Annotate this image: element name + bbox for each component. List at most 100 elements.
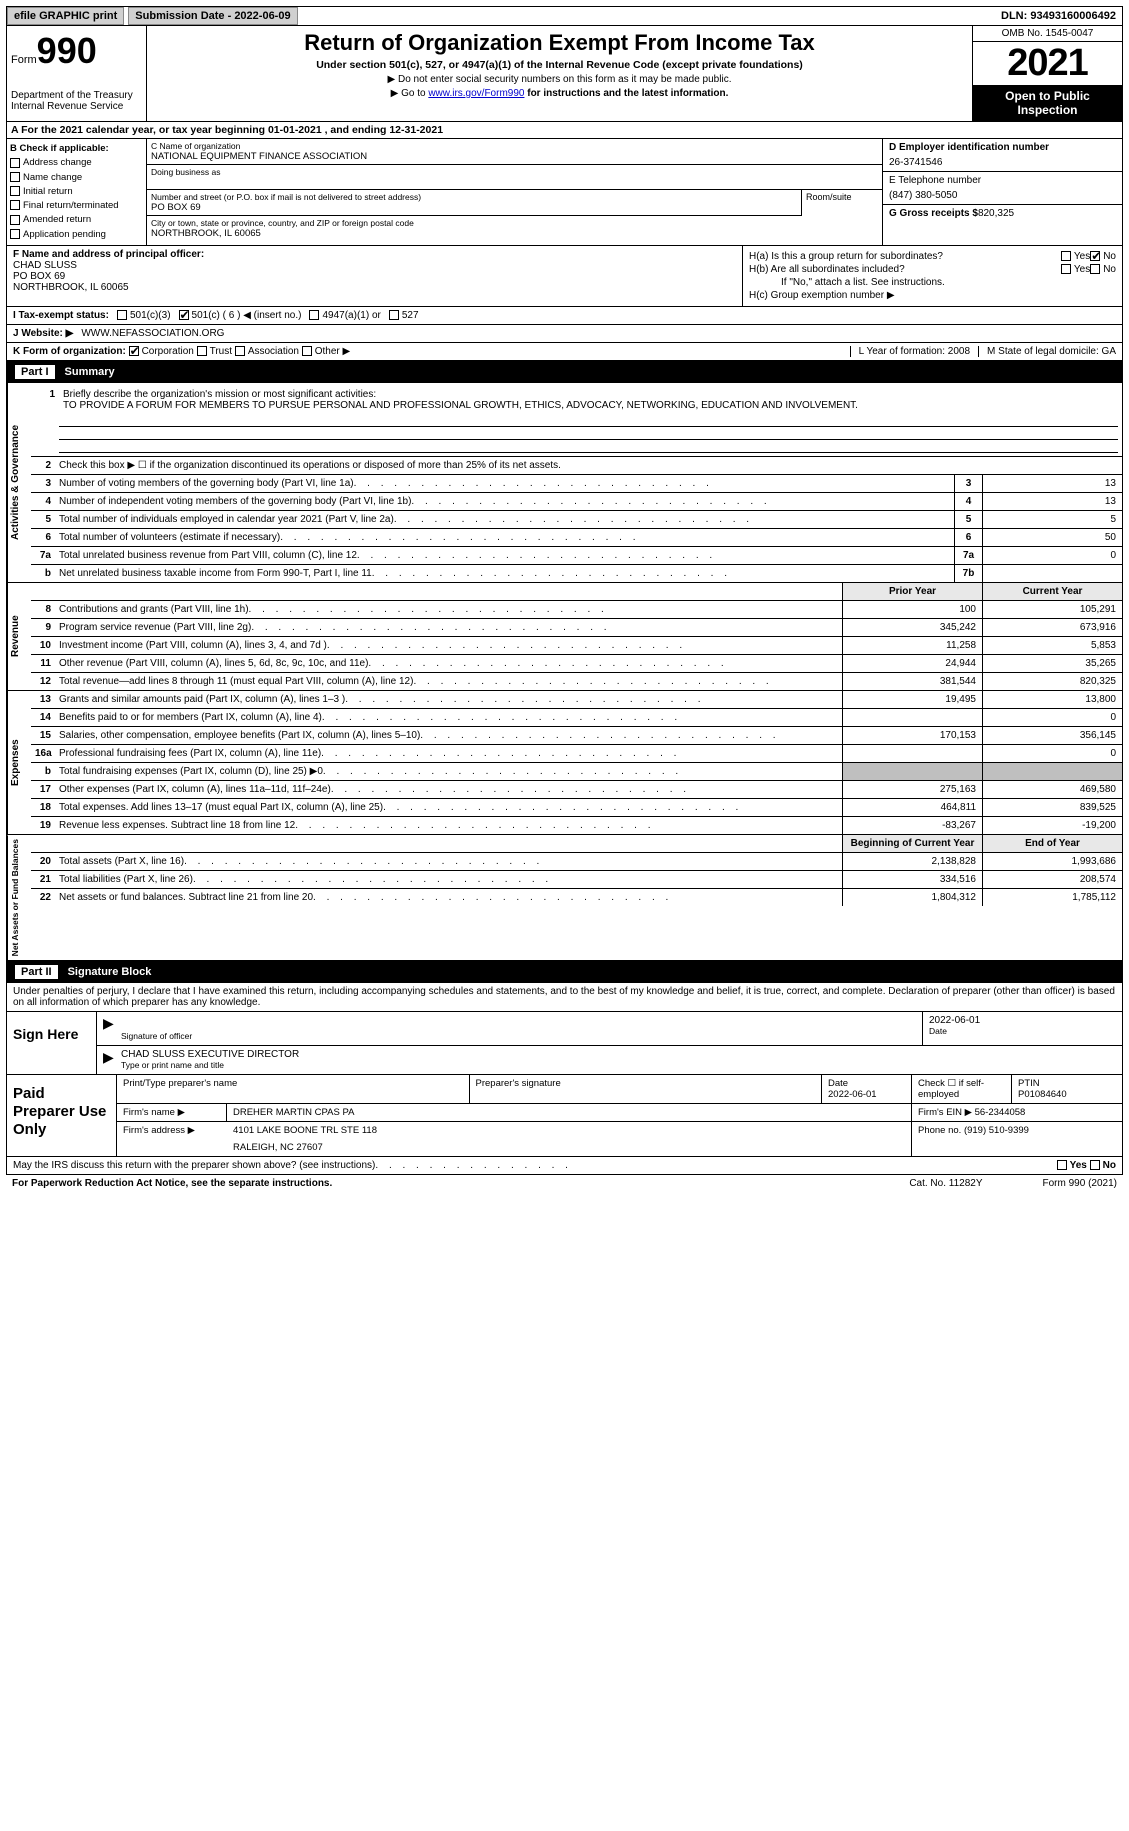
summary-revenue: Revenue Prior Year Current Year 8Contrib… xyxy=(6,583,1123,691)
col-f: F Name and address of principal officer:… xyxy=(7,246,742,306)
officer-name-title: CHAD SLUSS EXECUTIVE DIRECTOR xyxy=(121,1049,299,1060)
table-row: 16aProfessional fundraising fees (Part I… xyxy=(31,745,1122,763)
table-row: 17Other expenses (Part IX, column (A), l… xyxy=(31,781,1122,799)
ein: 26-3741546 xyxy=(889,157,1116,168)
checkbox-amended[interactable] xyxy=(10,215,20,225)
summary-expenses: Expenses 13Grants and similar amounts pa… xyxy=(6,691,1123,835)
telephone: (847) 380-5050 xyxy=(889,190,1116,201)
signature-block: Under penalties of perjury, I declare th… xyxy=(6,983,1123,1157)
table-row: bNet unrelated business taxable income f… xyxy=(31,565,1122,582)
checkbox-527[interactable] xyxy=(389,310,399,320)
open-inspection: Open to Public Inspection xyxy=(973,85,1122,121)
gross-receipts: 820,325 xyxy=(978,208,1014,219)
sign-here-label: Sign Here xyxy=(7,1012,97,1074)
table-row: 6Total number of volunteers (estimate if… xyxy=(31,529,1122,547)
paid-preparer: Paid Preparer Use Only Print/Type prepar… xyxy=(7,1074,1122,1156)
checkbox-app-pending[interactable] xyxy=(10,229,20,239)
org-address: PO BOX 69 xyxy=(151,202,797,213)
omb-number: OMB No. 1545-0047 xyxy=(973,26,1122,42)
table-row: 12Total revenue—add lines 8 through 11 (… xyxy=(31,673,1122,690)
form-title: Return of Organization Exempt From Incom… xyxy=(151,30,968,56)
checkbox-ha-yes[interactable] xyxy=(1061,251,1071,261)
arrow-icon: ▶ xyxy=(97,1012,115,1045)
checkbox-hb-no[interactable] xyxy=(1090,264,1100,274)
col-headers-na: Beginning of Current Year End of Year xyxy=(31,835,1122,853)
table-row: 5Total number of individuals employed in… xyxy=(31,511,1122,529)
col-b: B Check if applicable: Address change Na… xyxy=(7,139,147,245)
irs-link[interactable]: www.irs.gov/Form990 xyxy=(428,88,524,99)
part-2-header: Part II Signature Block xyxy=(6,961,1123,983)
table-row: 22Net assets or fund balances. Subtract … xyxy=(31,889,1122,906)
table-row: 13Grants and similar amounts paid (Part … xyxy=(31,691,1122,709)
row-i: I Tax-exempt status: 501(c)(3) 501(c) ( … xyxy=(6,307,1123,325)
checkbox-assoc[interactable] xyxy=(235,346,245,356)
table-row: 20Total assets (Part X, line 16) . . . .… xyxy=(31,853,1122,871)
vtab-netassets: Net Assets or Fund Balances xyxy=(7,835,31,960)
col-c: C Name of organization NATIONAL EQUIPMEN… xyxy=(147,139,882,245)
arrow-icon: ▶ xyxy=(97,1046,115,1074)
checkbox-discuss-yes[interactable] xyxy=(1057,1160,1067,1170)
checkbox-hb-yes[interactable] xyxy=(1061,264,1071,274)
mission-text: TO PROVIDE A FORUM FOR MEMBERS TO PURSUE… xyxy=(63,400,858,411)
checkbox-4947[interactable] xyxy=(309,310,319,320)
firm-name: DREHER MARTIN CPAS PA xyxy=(227,1104,912,1121)
table-row: bTotal fundraising expenses (Part IX, co… xyxy=(31,763,1122,781)
table-row: 4Number of independent voting members of… xyxy=(31,493,1122,511)
part-1-header: Part I Summary xyxy=(6,361,1123,383)
table-row: 2Check this box ▶ ☐ if the organization … xyxy=(31,457,1122,475)
discuss-row: May the IRS discuss this return with the… xyxy=(6,1157,1123,1175)
checkbox-final-return[interactable] xyxy=(10,200,20,210)
form-header: Form990 Department of the Treasury Inter… xyxy=(6,26,1123,122)
submission-date: Submission Date - 2022-06-09 xyxy=(128,7,297,25)
section-b-to-g: B Check if applicable: Address change Na… xyxy=(6,139,1123,246)
table-row: 15Salaries, other compensation, employee… xyxy=(31,727,1122,745)
sig-date: 2022-06-01 xyxy=(929,1015,980,1026)
summary-governance: Activities & Governance 1Briefly describ… xyxy=(6,383,1123,583)
checkbox-other[interactable] xyxy=(302,346,312,356)
penalties-text: Under penalties of perjury, I declare th… xyxy=(7,983,1122,1011)
row-j: J Website: ▶ WWW.NEFASSOCIATION.ORG xyxy=(6,325,1123,343)
firm-address: 4101 LAKE BOONE TRL STE 118 xyxy=(233,1125,377,1136)
vtab-governance: Activities & Governance xyxy=(7,383,31,582)
checkbox-trust[interactable] xyxy=(197,346,207,356)
firm-ein: Firm's EIN ▶ 56-2344058 xyxy=(912,1104,1122,1121)
firm-phone: Phone no. (919) 510-9399 xyxy=(912,1122,1122,1156)
checkbox-initial-return[interactable] xyxy=(10,186,20,196)
officer-name: CHAD SLUSS xyxy=(13,260,736,271)
checkbox-name-change[interactable] xyxy=(10,172,20,182)
checkbox-discuss-no[interactable] xyxy=(1090,1160,1100,1170)
org-name: NATIONAL EQUIPMENT FINANCE ASSOCIATION xyxy=(151,151,878,162)
vtab-expenses: Expenses xyxy=(7,691,31,834)
table-row: 3Number of voting members of the governi… xyxy=(31,475,1122,493)
ssn-note: ▶ Do not enter social security numbers o… xyxy=(151,74,968,85)
state-domicile: M State of legal domicile: GA xyxy=(978,346,1116,357)
table-row: 8Contributions and grants (Part VIII, li… xyxy=(31,601,1122,619)
table-row: 11Other revenue (Part VIII, column (A), … xyxy=(31,655,1122,673)
col-h: H(a) Is this a group return for subordin… xyxy=(742,246,1122,306)
table-row: 14Benefits paid to or for members (Part … xyxy=(31,709,1122,727)
dln: DLN: 93493160006492 xyxy=(995,8,1122,24)
dept-treasury: Department of the Treasury xyxy=(11,90,142,101)
row-k: K Form of organization: Corporation Trus… xyxy=(6,343,1123,361)
checkbox-ha-no[interactable] xyxy=(1090,251,1100,261)
table-row: 18Total expenses. Add lines 13–17 (must … xyxy=(31,799,1122,817)
irs-label: Internal Revenue Service xyxy=(11,101,142,112)
checkbox-address-change[interactable] xyxy=(10,158,20,168)
website: WWW.NEFASSOCIATION.ORG xyxy=(81,328,224,339)
summary-netassets: Net Assets or Fund Balances Beginning of… xyxy=(6,835,1123,961)
table-row: 10Investment income (Part VIII, column (… xyxy=(31,637,1122,655)
org-city: NORTHBROOK, IL 60065 xyxy=(151,228,878,239)
checkbox-corp[interactable] xyxy=(129,346,139,356)
tax-year: 2021 xyxy=(973,42,1122,85)
efile-button[interactable]: efile GRAPHIC print xyxy=(7,7,124,25)
mission-row: 1Briefly describe the organization's mis… xyxy=(31,383,1122,457)
table-row: 19Revenue less expenses. Subtract line 1… xyxy=(31,817,1122,834)
section-f-h: F Name and address of principal officer:… xyxy=(6,246,1123,307)
form-subtitle: Under section 501(c), 527, or 4947(a)(1)… xyxy=(151,59,968,71)
checkbox-501c[interactable] xyxy=(179,310,189,320)
col-d-e-g: D Employer identification number 26-3741… xyxy=(882,139,1122,245)
table-row: 9Program service revenue (Part VIII, lin… xyxy=(31,619,1122,637)
table-row: 21Total liabilities (Part X, line 26) . … xyxy=(31,871,1122,889)
form-label: Form xyxy=(11,54,37,66)
checkbox-501c3[interactable] xyxy=(117,310,127,320)
